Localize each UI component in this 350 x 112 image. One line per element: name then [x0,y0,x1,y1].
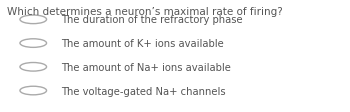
Text: The amount of Na+ ions available: The amount of Na+ ions available [61,62,231,72]
Text: The amount of K+ ions available: The amount of K+ ions available [61,39,224,49]
Text: Which determines a neuron’s maximal rate of firing?: Which determines a neuron’s maximal rate… [7,7,283,17]
Text: The voltage-gated Na+ channels: The voltage-gated Na+ channels [61,86,226,96]
Text: The duration of the refractory phase: The duration of the refractory phase [61,15,243,25]
